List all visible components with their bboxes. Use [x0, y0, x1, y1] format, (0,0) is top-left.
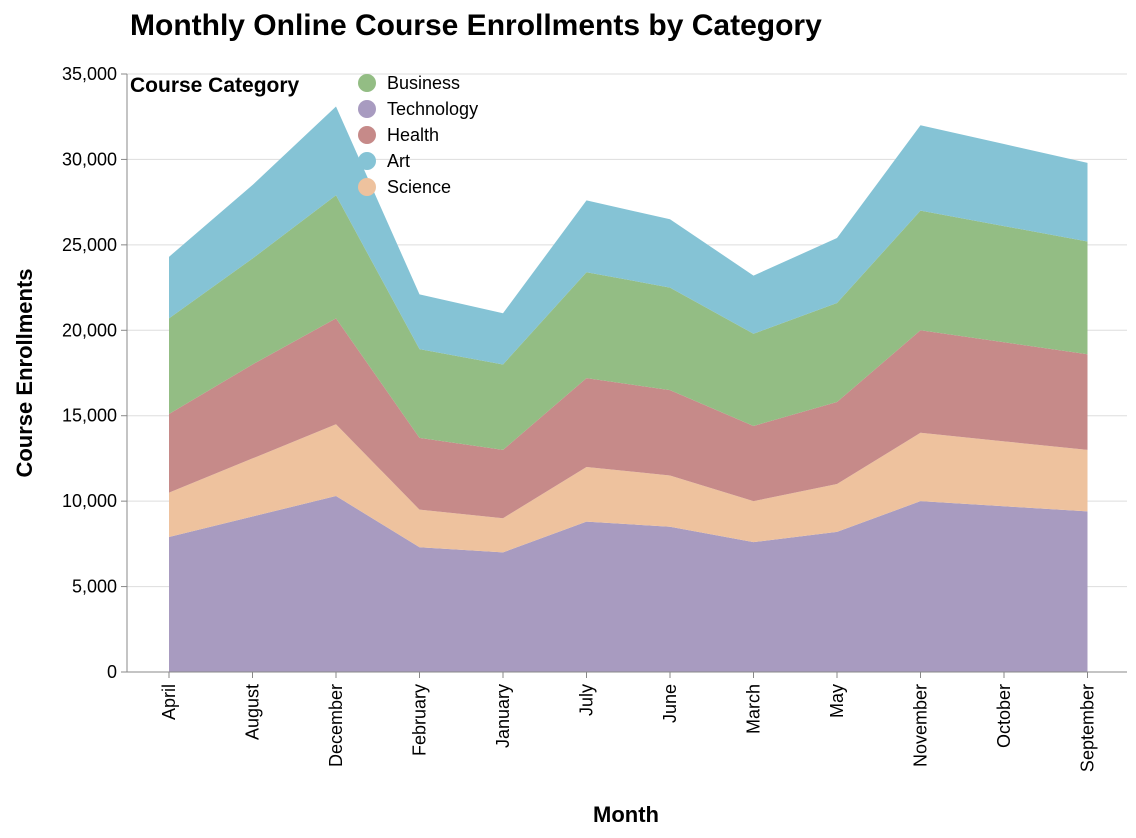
legend-swatch-science — [358, 178, 376, 196]
y-axis-title: Course Enrollments — [12, 268, 37, 477]
x-tick-label-april: April — [159, 684, 179, 720]
y-tick-label-2: 10,000 — [62, 491, 117, 511]
y-tick-label-6: 30,000 — [62, 149, 117, 169]
legend-swatch-technology — [358, 100, 376, 118]
chart-title: Monthly Online Course Enrollments by Cat… — [130, 9, 822, 42]
legend-title: Course Category — [130, 74, 300, 97]
y-axis-ticks: 0 5,000 10,000 15,000 20,000 25,000 30,000 35,0… — [62, 64, 127, 682]
x-axis-title: Month — [593, 802, 659, 827]
legend-label-health: Health — [387, 125, 439, 145]
legend-swatch-health — [358, 126, 376, 144]
legend: Course Category Business Technology Health… — [130, 73, 478, 197]
x-tick-label-june: June — [660, 684, 680, 723]
x-tick-label-october: October — [994, 684, 1014, 748]
x-tick-label-february: February — [410, 684, 430, 756]
y-tick-label-3: 15,000 — [62, 406, 117, 426]
x-tick-label-august: August — [243, 684, 263, 740]
y-tick-label-4: 20,000 — [62, 320, 117, 340]
y-tick-label-5: 25,000 — [62, 235, 117, 255]
legend-label-science: Science — [387, 177, 451, 197]
x-tick-label-march: March — [744, 684, 764, 734]
legend-swatch-art — [358, 152, 376, 170]
y-tick-label-0: 0 — [107, 662, 117, 682]
axes-group — [126, 74, 1127, 673]
legend-label-technology: Technology — [387, 99, 478, 119]
x-tick-label-september: September — [1078, 684, 1098, 772]
x-axis-ticks: April August December February January July Ju… — [159, 672, 1098, 772]
area-business — [169, 195, 1088, 450]
legend-entries: Business Technology Health Art Science — [358, 73, 478, 197]
y-tick-label-1: 5,000 — [72, 577, 117, 597]
legend-swatch-business — [358, 74, 376, 92]
area-science — [169, 424, 1088, 553]
x-tick-label-july: July — [577, 684, 597, 716]
x-tick-label-november: November — [911, 684, 931, 767]
area-health — [169, 318, 1088, 519]
area-technology — [169, 496, 1088, 672]
area-series-group — [169, 106, 1088, 672]
legend-label-business: Business — [387, 73, 460, 93]
y-tick-label-7: 35,000 — [62, 64, 117, 84]
x-tick-label-december: December — [326, 684, 346, 767]
x-tick-label-january: January — [493, 684, 513, 748]
area-art — [169, 106, 1088, 365]
x-tick-label-may: May — [827, 684, 847, 718]
legend-label-art: Art — [387, 151, 410, 171]
